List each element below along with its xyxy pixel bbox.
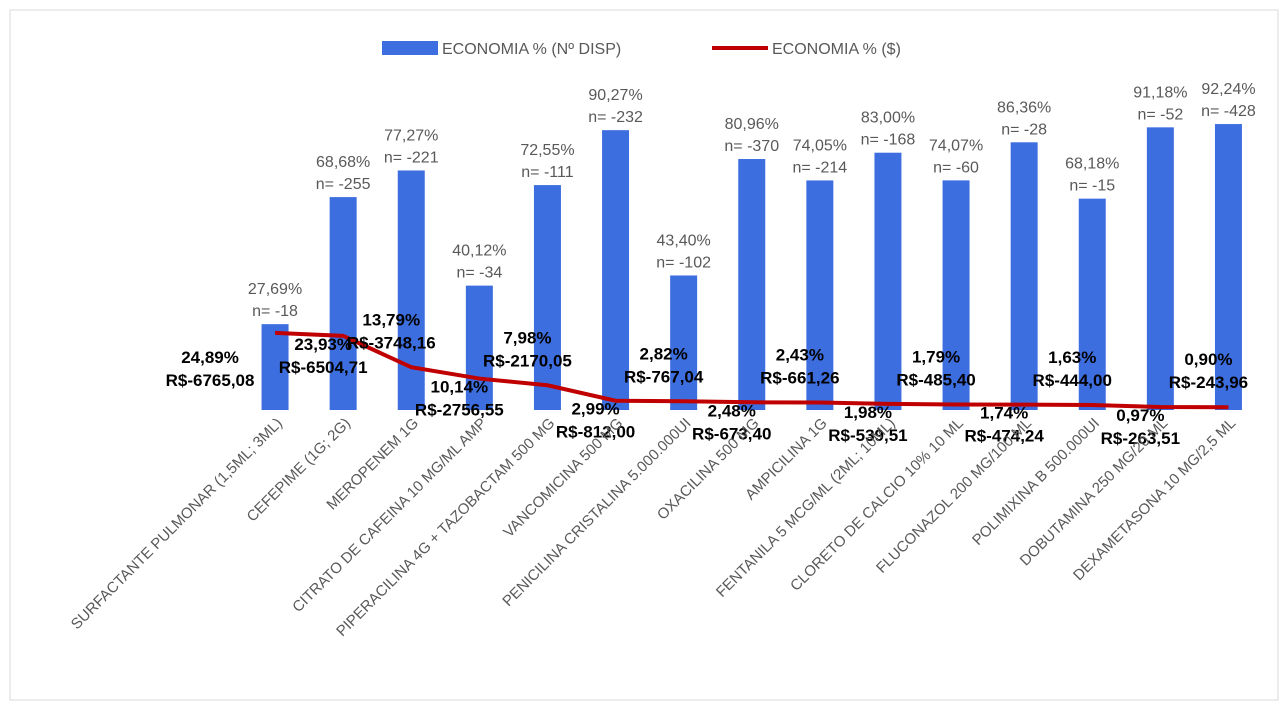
legend-swatch [382,41,438,55]
bar-value-label: 80,96% [725,116,779,133]
bar-value-label: 40,12% [452,243,506,260]
line-savings-label: R$-474,24 [964,427,1044,446]
line-value-label: 1,74% [980,404,1028,423]
bar-value-label: 77,27% [384,127,438,144]
chart-frame [9,9,1279,701]
line-savings-label: R$-243,96 [1169,373,1248,392]
line-series [274,330,1229,410]
line-savings-label: R$-485,40 [896,370,975,389]
line-savings-label: R$-539,51 [828,426,907,445]
bar-count-label: n= -111 [521,164,573,181]
bar [1214,124,1242,410]
bar-value-label: 68,68% [316,154,370,171]
bar [874,152,902,410]
bar-value-label: 27,69% [248,281,302,298]
bar-count-label: n= -52 [1137,106,1183,123]
line-value-label: 13,79% [362,310,420,329]
bar-count-label: n= -255 [316,176,371,193]
line-savings-label: R$-661,26 [760,368,839,387]
bar-value-label: 43,40% [657,232,711,249]
line-value-label: 2,82% [640,344,688,363]
line-savings-label: R$-6504,71 [279,358,368,377]
bar [397,170,425,410]
bar-count-label: n= -15 [1069,178,1115,195]
line-savings-label: R$-2756,55 [415,401,504,420]
line-savings-label: R$-2170,05 [483,351,572,370]
bar [1146,127,1174,410]
bar-value-label: 74,07% [929,137,983,154]
bar-count-label: n= -60 [933,159,979,176]
bar [1078,198,1106,410]
bar-value-label: 92,24% [1201,81,1255,98]
bar-count-label: n= -428 [1201,103,1256,120]
line-value-label: 1,79% [912,347,960,366]
bar [465,285,493,410]
line-savings-label: R$-444,00 [1033,371,1112,390]
line-value-label: 2,99% [571,400,619,419]
bar [670,275,698,410]
bar-count-label: n= -370 [724,138,779,155]
bar-count-label: n= -102 [656,254,711,271]
bar-count-label: n= -28 [1001,121,1047,138]
bar-count-label: n= -221 [384,149,439,166]
bar-value-label: 91,18% [1133,84,1187,101]
bar [602,130,630,410]
line-savings-label: R$-673,40 [692,424,771,443]
bar-value-label: 72,55% [520,142,574,159]
line-value-label: 1,63% [1048,348,1096,367]
bar [1010,142,1038,410]
bar [806,180,834,410]
bar-value-label: 86,36% [997,99,1051,116]
bar-count-label: n= -34 [456,265,502,282]
line-savings-label: R$-6765,08 [166,371,255,390]
bar-count-label: n= -214 [792,159,847,176]
legend-label: ECONOMIA % (Nº DISP) [442,41,621,58]
line-value-label: 0,90% [1184,350,1232,369]
line-savings-label: R$-3748,16 [347,333,436,352]
line-savings-label: R$-812,00 [556,423,635,442]
line-value-label: 24,89% [181,348,239,367]
line-value-label: 1,98% [844,403,892,422]
line-value-label: 23,93% [294,335,352,354]
bar-value-label: 83,00% [861,110,915,127]
bar [261,324,289,410]
line-value-label: 2,48% [708,401,756,420]
bar-value-label: 74,05% [793,137,847,154]
bar-value-label: 90,27% [588,87,642,104]
bar-value-label: 68,18% [1065,156,1119,173]
legend-label: ECONOMIA % ($) [772,41,901,58]
bar-count-label: n= -18 [252,303,298,320]
line-savings-label: R$-263,51 [1101,429,1180,448]
bar-count-label: n= -232 [588,109,643,126]
line-value-label: 7,98% [503,328,551,347]
line-value-label: 0,97% [1116,406,1164,425]
bar [533,185,561,410]
line-savings-label: R$-767,04 [624,367,704,386]
bar [738,159,766,410]
line-value-label: 10,14% [431,378,489,397]
bar [942,180,970,410]
bar-count-label: n= -168 [861,132,916,149]
bar [329,197,357,410]
line-value-label: 2,43% [776,345,824,364]
